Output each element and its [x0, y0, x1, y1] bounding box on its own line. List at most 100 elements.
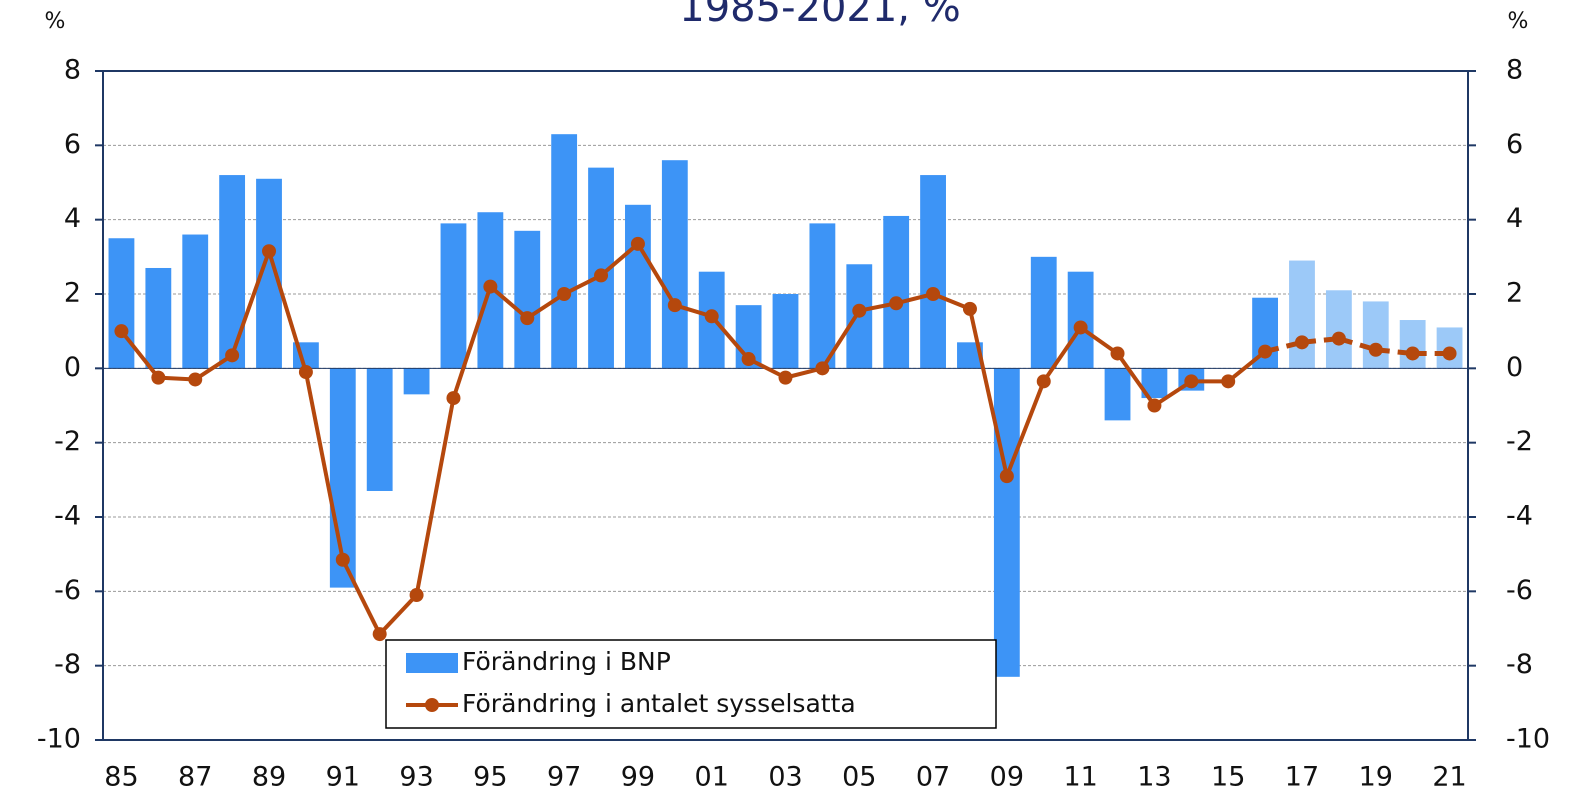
chart-title: 1985-2021, %	[679, 0, 960, 31]
bar	[551, 134, 578, 369]
line-segment	[230, 250, 271, 356]
line-point	[926, 287, 941, 301]
line-segment	[194, 353, 234, 382]
bar	[366, 368, 393, 491]
x-tick-label: 21	[1432, 762, 1466, 793]
line-point	[335, 552, 350, 567]
x-tick-label: 17	[1285, 762, 1319, 793]
bar	[1067, 271, 1094, 369]
line-segment	[526, 292, 566, 320]
line-point	[1331, 331, 1346, 346]
line-point	[1405, 346, 1420, 361]
y2-tick-label: 0	[1506, 352, 1523, 383]
x-tick-label: 99	[621, 762, 655, 793]
y-tick-label: 6	[64, 129, 81, 160]
line-segment	[1153, 379, 1193, 408]
line-segment	[1079, 325, 1119, 356]
bar	[920, 175, 946, 369]
x-tick-label: 95	[473, 762, 507, 793]
y2-tick-label: 2	[1506, 278, 1523, 309]
y2-tick-label: 4	[1506, 203, 1523, 234]
x-tick-label: 89	[252, 762, 286, 793]
line-point	[1368, 342, 1383, 357]
y2-tick-label: -8	[1506, 649, 1533, 680]
line-segment	[1115, 352, 1157, 407]
bar	[219, 175, 246, 369]
y-tick-label: 8	[64, 55, 81, 86]
x-tick-label: 05	[842, 762, 876, 793]
line-point	[557, 287, 572, 301]
x-tick-label: 87	[178, 762, 212, 793]
line-segment	[636, 242, 677, 307]
line-segment	[414, 397, 456, 596]
line-segment	[1004, 380, 1046, 477]
line-point	[741, 352, 756, 367]
line-segment	[710, 314, 751, 361]
line-segment	[341, 558, 382, 635]
line-point	[1073, 320, 1088, 335]
legend-swatch-point	[425, 698, 439, 712]
y-tick-label: -2	[54, 426, 81, 457]
bar	[1362, 301, 1389, 369]
x-tick-label: 85	[104, 762, 138, 793]
legend-swatch	[406, 653, 458, 673]
legend: Förändring i BNP Förändring i antalet sys…	[385, 639, 997, 729]
line-point	[409, 588, 424, 603]
bar	[661, 160, 688, 369]
line-point	[815, 361, 830, 376]
x-tick-label: 07	[916, 762, 950, 793]
line-point	[372, 627, 387, 642]
x-tick-label: 97	[547, 762, 581, 793]
legend-label: Förändring i BNP	[462, 647, 671, 676]
x-tick-label: 01	[695, 762, 729, 793]
line-point	[630, 236, 645, 251]
line-segment	[451, 285, 493, 399]
line-segment	[599, 242, 640, 277]
line-point	[151, 370, 166, 385]
y-tick-label: -8	[54, 649, 81, 680]
bar	[809, 223, 836, 369]
line-point	[778, 370, 793, 385]
y-tick-label: 2	[64, 278, 81, 309]
y-tick-label: -4	[54, 501, 81, 532]
x-tick-label: 19	[1359, 762, 1393, 793]
line-point	[1147, 398, 1162, 413]
x-tick-label: 03	[768, 762, 802, 793]
bar	[1399, 320, 1426, 369]
line-point	[114, 324, 129, 339]
line-segment	[303, 371, 345, 561]
line-point	[1442, 346, 1457, 361]
x-tick-label: 13	[1137, 762, 1171, 793]
line-point	[852, 303, 867, 318]
bar	[1104, 368, 1131, 421]
line-segment	[489, 285, 529, 320]
y2-tick-label: -2	[1506, 426, 1533, 457]
bar	[1289, 260, 1315, 369]
bar	[772, 294, 799, 369]
x-tick-label: 09	[990, 762, 1024, 793]
line-point	[225, 348, 240, 363]
bar	[625, 204, 651, 369]
line-point	[999, 469, 1014, 484]
line-segment	[119, 329, 160, 379]
line-segment	[968, 308, 1009, 477]
y2-unit-label: %	[1508, 9, 1529, 34]
legend-box	[385, 639, 997, 729]
bar	[1325, 290, 1352, 369]
line-segment	[267, 250, 308, 373]
line-point	[1184, 374, 1199, 389]
x-tick-label: 91	[326, 762, 360, 793]
line-point	[298, 365, 313, 380]
y-tick-label: 4	[64, 203, 81, 234]
bar	[883, 215, 910, 369]
bar	[182, 234, 209, 369]
line-point	[188, 372, 203, 387]
y-tick-label: 0	[64, 352, 81, 383]
legend-label: Förändring i antalet sysselsatta	[462, 689, 856, 718]
y-unit-label: %	[45, 9, 66, 34]
bar	[440, 223, 467, 369]
line-point	[1036, 374, 1051, 389]
line-point	[483, 279, 498, 294]
bar	[145, 267, 172, 369]
